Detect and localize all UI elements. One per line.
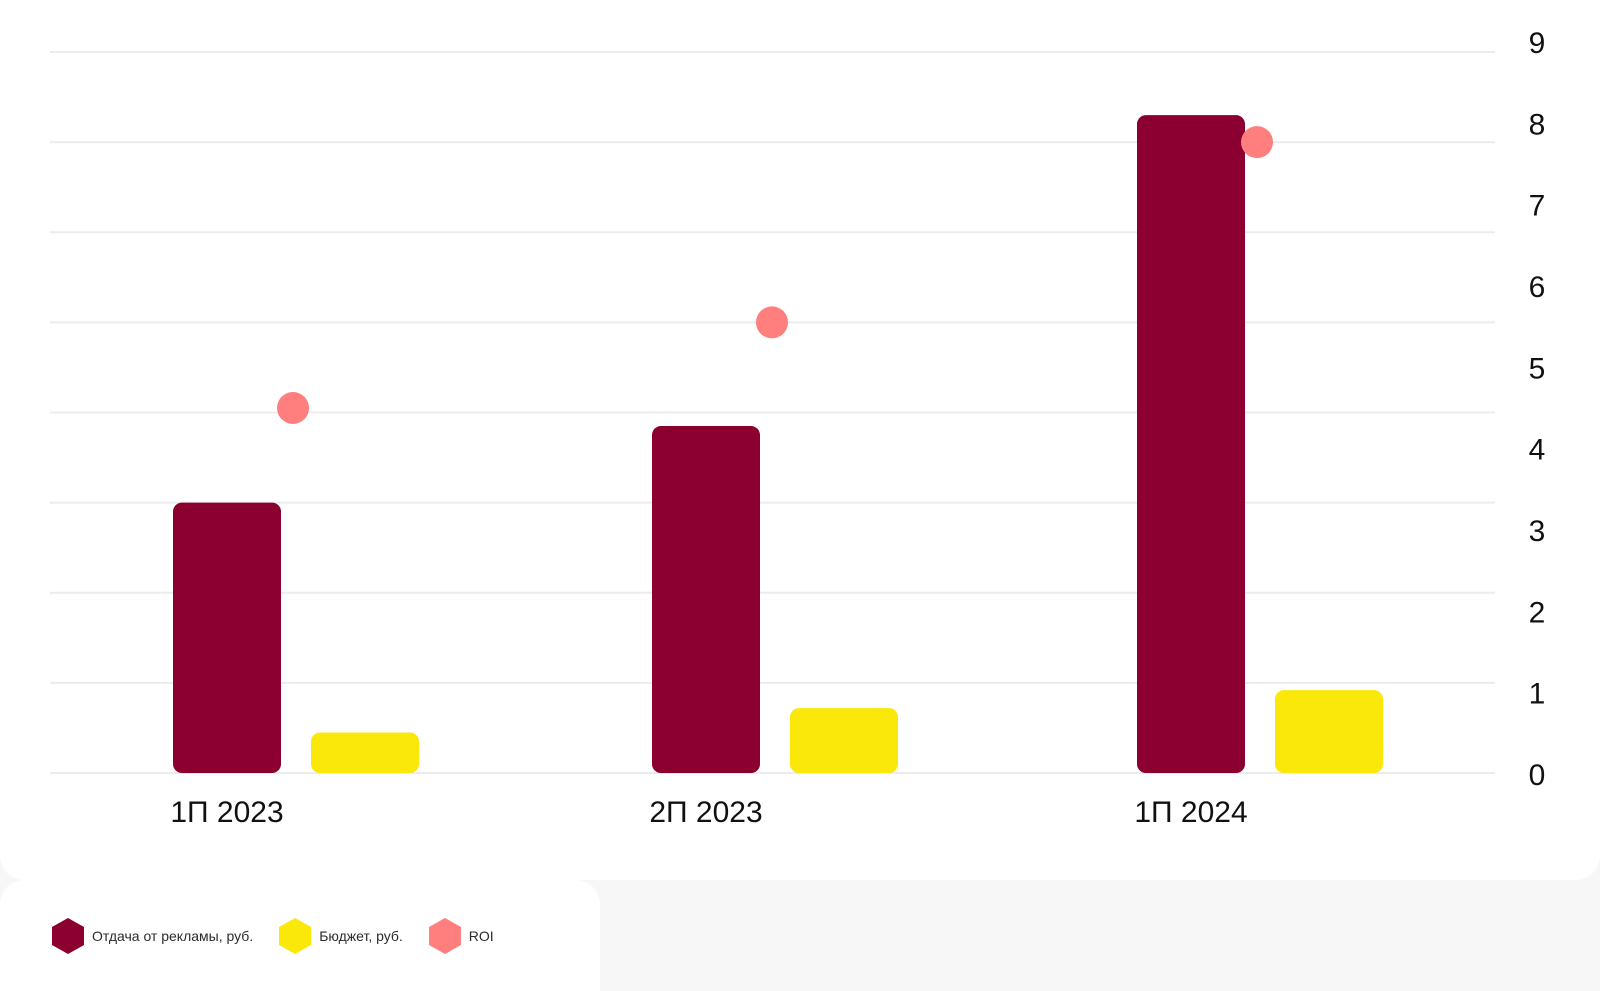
- y-tick-label: 9: [1529, 27, 1546, 60]
- roi-point: [756, 306, 788, 339]
- y-tick-label: 5: [1529, 352, 1546, 385]
- chart-card: 0 1 2 3 4 5 6 7 8 9 1П 2023 2П 2023 1П 2024: [50, 27, 1546, 829]
- x-category-label: 2П 2023: [649, 796, 762, 829]
- y-tick-label: 3: [1529, 515, 1546, 548]
- y-tick-label: 1: [1529, 678, 1546, 711]
- bar-budget: [790, 708, 898, 773]
- bar-return: [1137, 115, 1245, 773]
- legend-item-budget: Бюджет, руб.: [277, 916, 403, 956]
- y-tick-label: 6: [1529, 271, 1546, 304]
- y-tick-label: 2: [1529, 596, 1546, 629]
- chart-plot: 0 1 2 3 4 5 6 7 8 9 1П 2023 2П 2023 1П 2024: [50, 27, 1546, 829]
- bar-return: [173, 502, 281, 773]
- roi-point: [1241, 126, 1273, 159]
- bar-budget: [1275, 690, 1383, 773]
- bar-return: [652, 426, 760, 773]
- y-tick-label: 7: [1529, 190, 1546, 223]
- legend-swatch-budget: [279, 917, 312, 954]
- legend-item-roi: ROI: [427, 916, 494, 956]
- x-category-label: 1П 2024: [1134, 796, 1247, 829]
- roi-point: [277, 391, 309, 424]
- bar-budget: [311, 732, 419, 773]
- legend-label-roi: ROI: [468, 927, 494, 944]
- legend-label-return: Отдача от рекламы, руб.: [92, 927, 254, 944]
- chart-legend: Отдача от рекламы, руб. Бюджет, руб. ROI: [0, 880, 600, 991]
- legend-item-return: Отдача от рекламы, руб.: [50, 916, 253, 956]
- y-tick-label: 8: [1529, 108, 1546, 141]
- legend-label-budget: Бюджет, руб.: [319, 927, 403, 944]
- legend-swatch-roi: [428, 917, 461, 954]
- x-category-label: 1П 2023: [170, 796, 283, 829]
- legend-swatch-return: [52, 917, 84, 954]
- y-tick-label: 0: [1529, 759, 1546, 792]
- y-tick-label: 4: [1529, 434, 1546, 467]
